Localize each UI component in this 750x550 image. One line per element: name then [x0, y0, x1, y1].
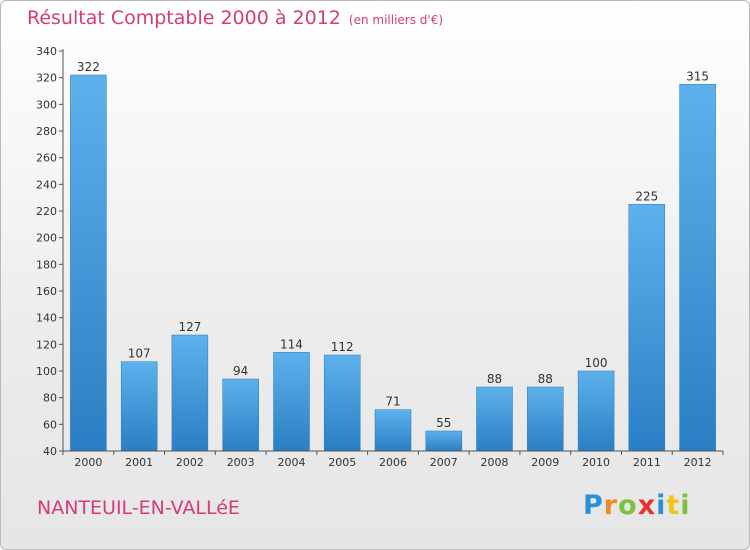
data-label-2007: 55 — [436, 416, 451, 430]
y-tick-label-100: 100 — [36, 365, 57, 378]
commune-name: NANTEUIL-EN-VALLéE — [37, 497, 240, 519]
x-tick-label-2009: 2009 — [531, 456, 559, 469]
bar-2007 — [425, 430, 463, 452]
bar-2002 — [171, 334, 209, 452]
y-tick-label-160: 160 — [36, 285, 57, 298]
y-tick-label-140: 140 — [36, 312, 57, 325]
data-label-2003: 94 — [233, 364, 248, 378]
logo-letter: P — [583, 490, 604, 521]
y-tick-label-60: 60 — [43, 418, 57, 431]
bar-2004 — [273, 352, 310, 452]
x-tick-label-2008: 2008 — [481, 456, 509, 469]
bar-2009 — [527, 386, 564, 452]
y-tick-label-320: 320 — [36, 72, 57, 85]
bar-2010 — [577, 370, 615, 452]
y-tick-label-120: 120 — [36, 338, 57, 351]
data-label-2010: 100 — [585, 356, 608, 370]
x-tick-label-2012: 2012 — [684, 456, 712, 469]
x-tick-label-2003: 2003 — [227, 456, 255, 469]
data-label-2002: 127 — [178, 320, 201, 334]
data-label-2000: 322 — [77, 60, 100, 74]
x-tick-label-2004: 2004 — [277, 456, 305, 469]
logo-letter: x — [637, 490, 657, 521]
x-tick-label-2011: 2011 — [633, 456, 661, 469]
x-tick-label-2007: 2007 — [430, 456, 458, 469]
bar-2006 — [374, 409, 412, 452]
logo-letter: o — [618, 490, 638, 521]
y-tick-label-220: 220 — [36, 205, 57, 218]
y-tick-label-260: 260 — [36, 152, 57, 165]
chart-title: Résultat Comptable 2000 à 2012 — [27, 7, 341, 29]
title-row: Résultat Comptable 2000 à 2012 (en millie… — [27, 7, 443, 29]
bars-layer: 322 107 127 94 114 112 71 55 88 88 100 225 315 — [70, 60, 716, 452]
x-tick-label-2000: 2000 — [74, 456, 102, 469]
logo-letter: i — [680, 490, 691, 521]
y-tick-label-280: 280 — [36, 125, 57, 138]
bar-2003 — [222, 378, 259, 452]
bar-2005 — [323, 354, 361, 452]
x-tick-label-2001: 2001 — [125, 456, 153, 469]
y-tick-label-340: 340 — [36, 45, 57, 58]
chart-subtitle: (en milliers d'€) — [348, 13, 444, 27]
y-tick-label-240: 240 — [36, 178, 57, 191]
y-tick-label-200: 200 — [36, 232, 57, 245]
data-label-2005: 112 — [331, 340, 354, 354]
bar-2011 — [628, 204, 666, 452]
x-tick-label-2002: 2002 — [176, 456, 204, 469]
data-label-2001: 107 — [128, 347, 151, 361]
logo-letter: t — [666, 490, 681, 521]
data-label-2012: 315 — [686, 69, 709, 83]
logo-letter: r — [603, 490, 619, 521]
y-tick-label-80: 80 — [43, 392, 57, 405]
data-label-2006: 71 — [385, 395, 400, 409]
axes-layer: 2000 2001 2002 2003 2004 2005 2006 2007 2008 2009… — [36, 45, 724, 469]
proxiti-logo: Proxiti — [583, 490, 691, 521]
bar-2001 — [120, 361, 158, 452]
y-tick-label-300: 300 — [36, 98, 57, 111]
bar-2012 — [679, 84, 716, 452]
x-tick-label-2005: 2005 — [328, 456, 356, 469]
y-tick-label-180: 180 — [36, 258, 57, 271]
logo-letter: i — [656, 490, 667, 521]
bar-2008 — [476, 386, 513, 452]
x-tick-label-2006: 2006 — [379, 456, 407, 469]
x-tick-label-2010: 2010 — [582, 456, 610, 469]
data-label-2011: 225 — [635, 189, 658, 203]
y-tick-label-40: 40 — [43, 445, 57, 458]
data-label-2009: 88 — [538, 372, 553, 386]
data-label-2004: 114 — [280, 337, 303, 351]
bar-2000 — [70, 74, 107, 452]
data-label-2008: 88 — [487, 372, 502, 386]
